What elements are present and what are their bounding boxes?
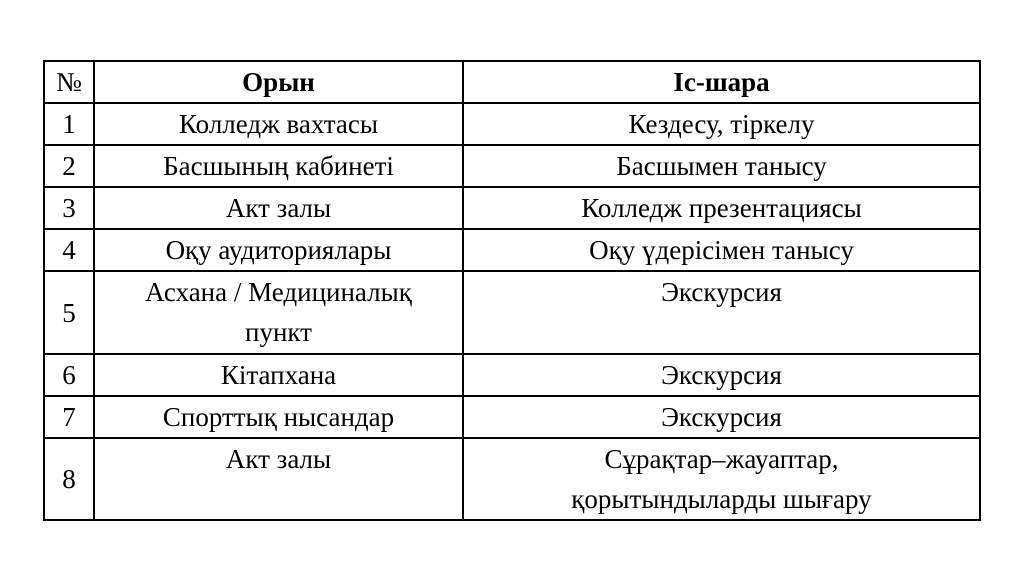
- cell-number: 7: [43, 395, 95, 439]
- header-row: № Орын Іс-шара: [43, 60, 981, 104]
- cell-event: Экскурсия: [462, 353, 981, 397]
- table-row: 6 Кітапхана Экскурсия: [43, 353, 981, 397]
- cell-number: 1: [43, 102, 95, 146]
- cell-place: Оқу аудиториялары: [93, 228, 464, 272]
- cell-event: Колледж презентациясы: [462, 186, 981, 230]
- header-event: Іс-шара: [462, 60, 981, 104]
- cell-place: Акт залы: [93, 437, 464, 521]
- cell-event: Оқу үдерісімен танысу: [462, 228, 981, 272]
- cell-number: 5: [43, 270, 95, 355]
- cell-place: Колледж вахтасы: [93, 102, 464, 146]
- cell-event: Басшымен танысу: [462, 144, 981, 188]
- header-number: №: [43, 60, 95, 104]
- cell-number: 4: [43, 228, 95, 272]
- header-place: Орын: [93, 60, 464, 104]
- cell-number: 6: [43, 353, 95, 397]
- schedule-table: № Орын Іс-шара 1 Колледж вахтасы Кездесу…: [43, 60, 981, 521]
- table-row: 5 Асхана / Медициналық пункт Экскурсия: [43, 270, 981, 355]
- cell-place: Басшының кабинеті: [93, 144, 464, 188]
- cell-place: Спорттық нысандар: [93, 395, 464, 439]
- table-row: 3 Акт залы Колледж презентациясы: [43, 186, 981, 230]
- table-row: 1 Колледж вахтасы Кездесу, тіркелу: [43, 102, 981, 146]
- table-row: 7 Спорттық нысандар Экскурсия: [43, 395, 981, 439]
- cell-event: Экскурсия: [462, 395, 981, 439]
- cell-number: 8: [43, 437, 95, 521]
- cell-number: 3: [43, 186, 95, 230]
- cell-place: Акт залы: [93, 186, 464, 230]
- cell-event: Экскурсия: [462, 270, 981, 355]
- table-row: 2 Басшының кабинеті Басшымен танысу: [43, 144, 981, 188]
- cell-place: Кітапхана: [93, 353, 464, 397]
- cell-event: Кездесу, тіркелу: [462, 102, 981, 146]
- table-row: 8 Акт залы Сұрақтар–жауаптар, қорытындыл…: [43, 437, 981, 521]
- cell-number: 2: [43, 144, 95, 188]
- cell-event: Сұрақтар–жауаптар, қорытындыларды шығару: [462, 437, 981, 521]
- cell-place: Асхана / Медициналық пункт: [93, 270, 464, 355]
- table-row: 4 Оқу аудиториялары Оқу үдерісімен таныс…: [43, 228, 981, 272]
